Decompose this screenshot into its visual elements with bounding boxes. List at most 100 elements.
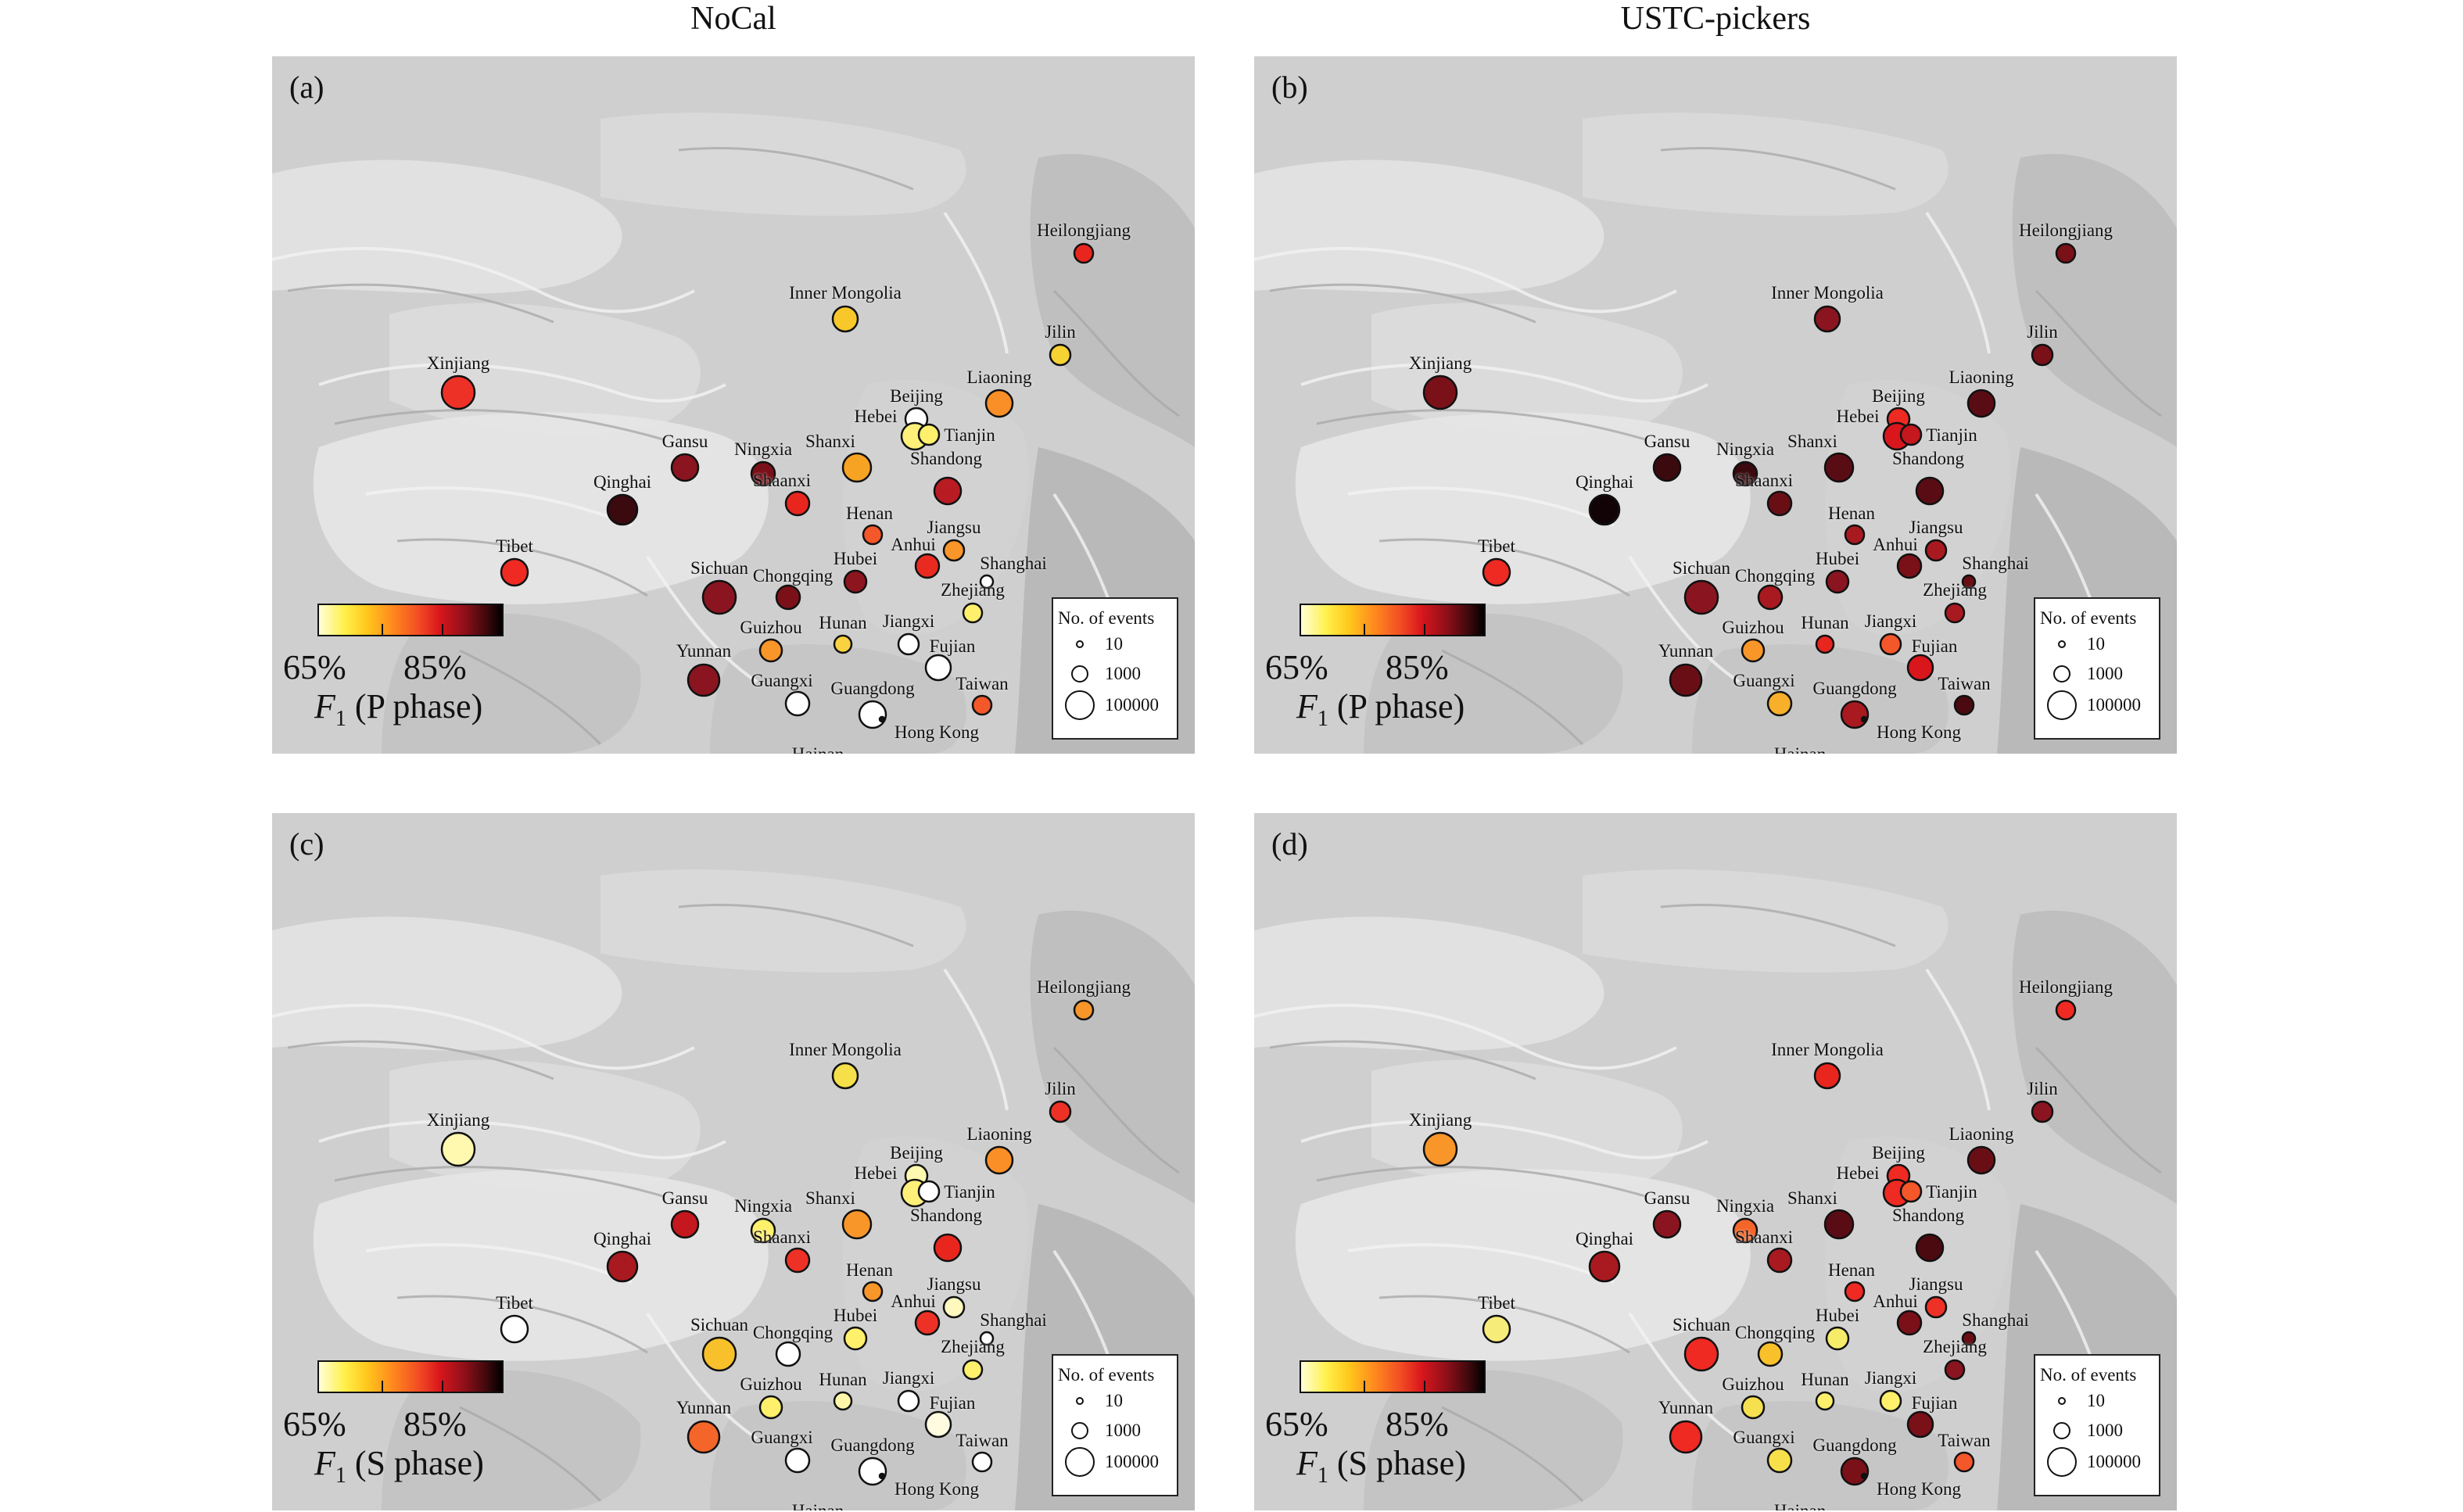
province-label-anhui: Anhui [1873,1292,1918,1311]
province-label-shaanxi: Shaanxi [752,471,812,490]
legend-entry-label: 1000 [2087,1421,2123,1440]
province-marker-hubei [1825,569,1850,594]
legend-entry-label: 10 [1105,634,1123,654]
province-marker-jilin [2031,1100,2054,1123]
province-label-liaoning: Liaoning [1949,367,2014,387]
province-label-chongqing: Chongqing [1734,1323,1816,1342]
province-label-tianjin: Tianjin [1926,425,1977,445]
province-marker-shanghai [979,1331,995,1346]
province-label-inner-mongolia: Inner Mongolia [789,283,902,303]
province-marker-shanghai [1961,574,1977,589]
province-marker-gansu [1652,1209,1682,1239]
province-marker-guangxi [1766,690,1793,717]
province-marker-fujian [924,654,952,682]
event-count-legend: No. of events 10 1000 100000 [2034,1354,2160,1496]
legend-size-marker [2053,665,2070,683]
province-marker-shandong [1915,476,1945,506]
legend-entry-label: 10 [2087,634,2105,654]
province-marker-fujian [1906,1410,1934,1439]
province-label-fujian: Fujian [1911,1393,1958,1413]
province-marker-taiwan [1953,694,1975,716]
legend-entry-label: 100000 [1105,695,1159,715]
province-marker-heilongjiang [1073,999,1095,1021]
province-label-shanghai: Shanghai [980,554,1047,573]
province-marker-tianjin [1899,1180,1923,1203]
province-marker-gansu [1652,453,1682,482]
province-marker-hong-kong [878,1472,886,1480]
phase-title: (P phase) [1328,687,1465,726]
colorbar-title: F1 (P phase) [1296,686,1465,732]
province-marker-ningxia [750,1217,776,1244]
province-label-gansu: Gansu [1644,1188,1690,1208]
province-label-guangxi: Guangxi [1733,1428,1795,1447]
colorbar-tick [1423,624,1425,635]
province-label-liaoning: Liaoning [966,1124,1032,1144]
phase-title: (P phase) [346,687,483,726]
province-label-anhui: Anhui [1873,535,1918,554]
province-label-hubei: Hubei [1815,1306,1860,1325]
colorbar-min-label: 65% [283,1405,346,1443]
colorbar-title: F1 (S phase) [314,1443,484,1489]
province-marker-yunnan [687,663,721,697]
province-marker-taiwan [1953,1451,1975,1473]
province-label-anhui: Anhui [891,1292,936,1311]
province-label-inner-mongolia: Inner Mongolia [789,1040,902,1059]
province-label-tianjin: Tianjin [944,425,995,445]
province-label-xinjiang: Xinjiang [1408,353,1472,373]
province-label-hong-kong: Hong Kong [894,722,979,742]
province-label-beijing: Beijing [890,386,943,406]
province-marker-guizhou [758,638,783,663]
province-marker-jiangxi [1879,632,1902,656]
province-marker-liaoning [1966,389,1996,418]
province-marker-zhejiang [1944,602,1966,624]
province-marker-jilin [1049,1100,1072,1123]
province-marker-zhejiang [962,602,984,624]
colorbar-max-label: 85% [1386,1405,1449,1443]
province-label-hunan: Hunan [1801,1370,1849,1389]
province-marker-ningxia [1732,460,1759,487]
province-marker-hunan [833,1391,853,1411]
province-marker-taiwan [971,1451,993,1473]
province-marker-tibet [500,1314,529,1344]
province-label-heilongjiang: Heilongjiang [1036,977,1131,997]
province-marker-ningxia [750,460,776,487]
province-label-hebei: Hebei [854,1163,898,1183]
province-marker-heilongjiang [2055,242,2077,264]
province-label-hong-kong: Hong Kong [1877,1479,1961,1499]
province-marker-shaanxi [1766,1247,1793,1274]
province-label-jiangsu: Jiangsu [1909,518,1963,537]
province-label-shanghai: Shanghai [980,1310,1047,1330]
colorbar-tick [441,1381,443,1392]
province-marker-sichuan [1683,1336,1719,1372]
colorbar-tick [381,624,383,635]
column-title-ustc-pickers: USTC-pickers [1620,1,1811,37]
province-marker-heilongjiang [1073,242,1095,264]
legend-entry-label: 100000 [1105,1452,1159,1471]
province-label-xinjiang: Xinjiang [426,353,490,373]
province-marker-guangxi [1766,1447,1793,1474]
province-marker-jiangxi [897,632,920,656]
province-marker-hunan [1815,634,1835,654]
map-panel-b: Heilongjiang Inner Mongolia Jilin Xinjiang L… [1254,56,2177,754]
legend-title: No. of events [2040,608,2137,628]
province-marker-jiangsu [942,539,966,562]
f-symbol: F [314,687,335,726]
province-label-inner-mongolia: Inner Mongolia [1771,283,1884,303]
province-label-beijing: Beijing [890,1143,943,1163]
province-label-beijing: Beijing [1872,1143,1925,1163]
province-label-guizhou: Guizhou [1722,618,1784,637]
province-label-guangdong: Guangdong [1812,679,1897,698]
province-marker-hubei [843,569,868,594]
colorbar-max-label: 85% [403,1405,467,1443]
province-marker-jiangsu [1924,539,1948,562]
province-label-zhejiang: Zhejiang [1923,580,1987,600]
province-marker-sichuan [701,1336,737,1372]
province-label-anhui: Anhui [891,535,936,554]
event-count-legend: No. of events 10 1000 100000 [1052,1354,1178,1496]
province-marker-liaoning [1966,1145,1996,1175]
province-label-tibet: Tibet [496,1293,533,1313]
province-marker-jiangxi [897,1389,920,1413]
colorbar-tick [1423,1381,1425,1392]
province-marker-xinjiang [440,374,476,410]
province-marker-gansu [670,453,700,482]
